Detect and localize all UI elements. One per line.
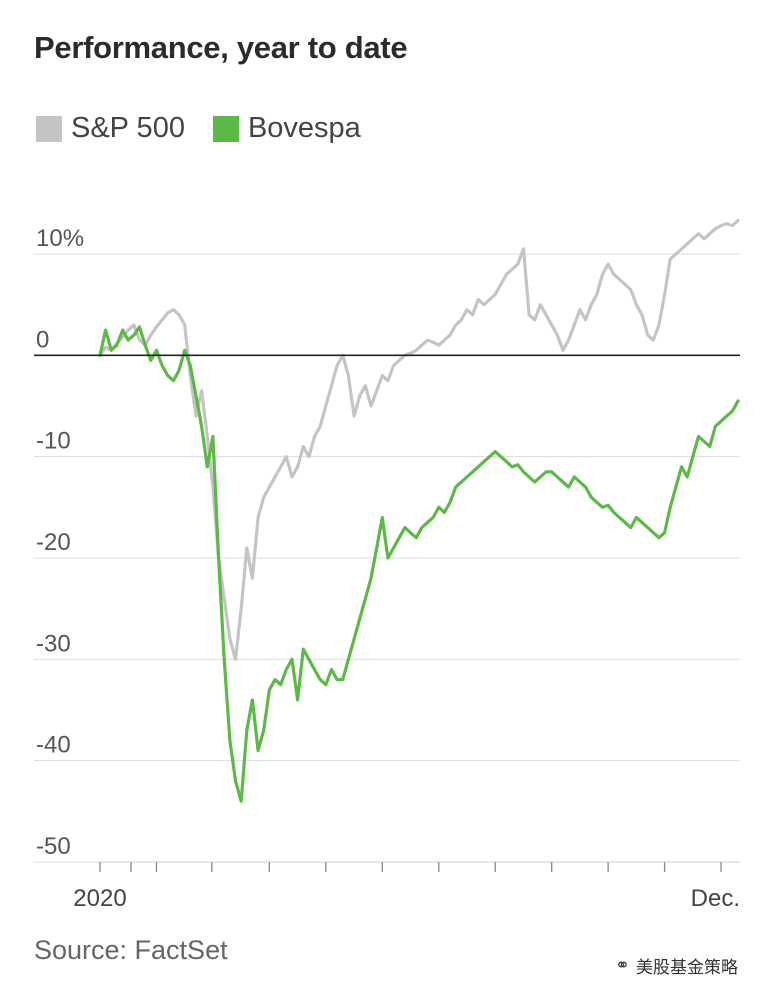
y-tick-label: -10 [36, 428, 71, 455]
wechat-logo-icon: ⚭ [614, 955, 630, 975]
legend-swatch-sp500 [36, 115, 62, 142]
legend: S&P 500 Bovespa [36, 112, 389, 145]
legend-label-sp500: S&P 500 [71, 112, 185, 144]
y-tick-label: -20 [36, 529, 71, 556]
y-tick-label: 10% [36, 225, 84, 252]
watermark-label: 美股基金策略 [636, 958, 738, 977]
x-tick-label: 2020 [73, 885, 126, 912]
legend-label-bovespa: Bovespa [247, 112, 361, 144]
series-line-sp500 [98, 219, 740, 661]
legend-item-bovespa: Bovespa [212, 112, 361, 145]
y-tick-label: -50 [36, 833, 71, 860]
legend-item-sp500: S&P 500 [36, 112, 185, 145]
x-tick-label: Dec. [691, 885, 740, 912]
y-tick-label: -30 [36, 630, 71, 657]
series-line-bovespa [98, 325, 740, 803]
chart-title: Performance, year to date [34, 30, 408, 65]
source-note: Source: FactSet [34, 935, 228, 965]
y-tick-label: 0 [36, 326, 49, 353]
legend-swatch-bovespa [212, 115, 239, 142]
y-tick-label: -40 [36, 732, 71, 759]
watermark: ⚭ 美股基金策略 [615, 953, 738, 978]
